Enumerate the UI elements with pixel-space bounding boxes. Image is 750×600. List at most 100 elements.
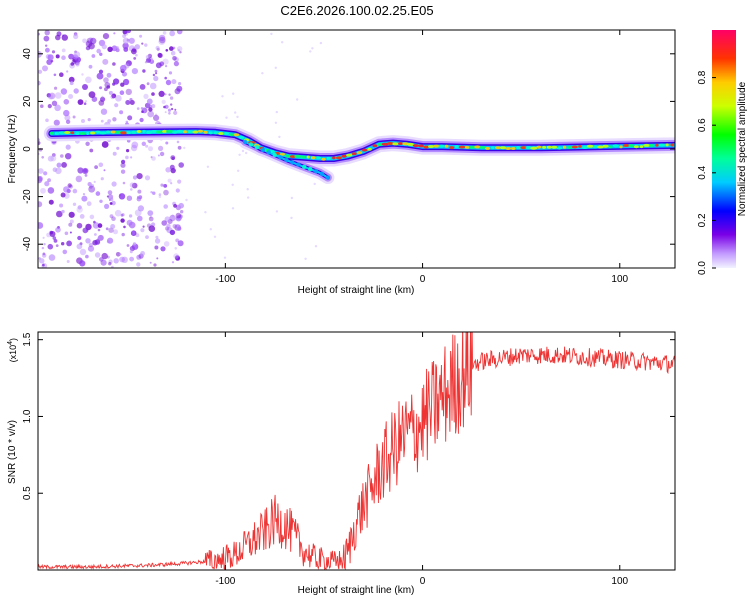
spectrogram-noise-speck xyxy=(122,42,129,49)
spectrogram-noise-speck xyxy=(127,115,133,121)
spectrogram-noise-speck xyxy=(103,169,106,172)
spectrogram-noise-speck xyxy=(81,195,88,202)
spectrogram-x-tick-label: -100 xyxy=(215,274,235,285)
spectrogram-ridge-peak xyxy=(655,143,659,147)
spectrogram-ridge-peak xyxy=(110,130,117,134)
spectrogram-noise-speck xyxy=(82,38,87,44)
spectrogram-noise-speck xyxy=(55,227,61,233)
spectrogram-branch-peak xyxy=(290,160,295,165)
spectrogram-noise-speck xyxy=(111,265,114,268)
spectrogram-noise-speck xyxy=(130,156,133,159)
spectrogram-noise-speck xyxy=(167,108,172,112)
spectrogram-noise-speck xyxy=(111,181,117,187)
spectrogram-noise-speck xyxy=(116,46,119,49)
spectrogram-branch-peak xyxy=(325,175,331,180)
spectrogram-noise-speck xyxy=(231,183,234,186)
spectrogram-noise-speck xyxy=(129,250,133,254)
spectrogram-ridge-peak xyxy=(597,145,604,149)
spectrogram-ridge-peak xyxy=(86,132,90,135)
spectrogram-noise-speck xyxy=(92,222,100,229)
spectrogram-ridge-peak xyxy=(398,142,403,145)
spectrogram-noise-speck xyxy=(72,188,78,194)
spectrogram-branch-peak xyxy=(278,155,283,160)
spectrogram-noise-speck xyxy=(68,222,73,227)
spectrogram-noise-speck xyxy=(107,237,114,244)
spectrogram-noise-speck xyxy=(245,151,248,155)
colorbar-tick-label: 0.6 xyxy=(697,118,708,132)
spectrogram-noise-speck xyxy=(122,181,126,185)
spectrogram-noise-speck xyxy=(172,56,177,61)
spectrogram-noise-speck xyxy=(231,207,235,210)
spectrogram-noise-speck xyxy=(169,96,174,100)
spectrogram-noise-speck xyxy=(122,30,128,35)
spectrogram-noise-speck xyxy=(183,146,186,150)
spectrogram-ridge-peak xyxy=(407,142,415,146)
spectrogram-noise-speck xyxy=(40,187,46,194)
colorbar-label: Normalized spectral amplitude xyxy=(737,81,748,216)
spectrogram-noise-speck xyxy=(60,192,66,198)
spectrogram-noise-speck xyxy=(47,178,51,183)
spectrogram-ridge-peak xyxy=(64,131,71,134)
spectrogram-noise-speck xyxy=(169,214,176,222)
spectrogram-noise-speck xyxy=(88,91,96,98)
spectrogram-ridge-peak xyxy=(49,131,54,135)
spectrogram-noise-speck xyxy=(174,108,177,111)
spectrogram-noise-speck xyxy=(139,34,143,38)
spectrogram-ridge-peak xyxy=(619,145,623,149)
spectrogram-noise-speck xyxy=(140,251,146,256)
spectrogram-noise-speck xyxy=(173,204,178,208)
spectrogram-noise-speck xyxy=(62,249,68,255)
spectrogram-ridge-peak xyxy=(658,143,666,147)
spectrogram-noise-speck xyxy=(69,219,74,224)
spectrogram-noise-speck xyxy=(42,252,46,256)
spectrogram-noise-speck xyxy=(112,82,116,86)
spectrogram-noise-speck xyxy=(100,108,108,115)
spectrogram-noise-speck xyxy=(125,88,132,96)
spectrogram-noise-speck xyxy=(129,182,135,188)
spectrogram-noise-speck xyxy=(142,69,146,73)
spectrogram-ridge-peak xyxy=(449,146,455,150)
spectrogram-noise-speck xyxy=(238,153,241,156)
spectrogram-noise-speck xyxy=(141,42,144,45)
snr-y-axis-label: SNR (10 * v/v) xyxy=(7,420,18,484)
spectrogram-noise-speck xyxy=(114,103,119,108)
spectrogram-ridge-peak xyxy=(310,156,316,160)
spectrogram-noise-speck xyxy=(98,86,102,90)
spectrogram-noise-speck xyxy=(97,234,104,241)
spectrogram-noise-speck xyxy=(131,231,136,235)
spectrogram-noise-speck xyxy=(63,99,70,105)
spectrogram-noise-speck xyxy=(140,107,144,110)
spectrogram-ridge-peak xyxy=(321,157,326,161)
spectrogram-ridge-peak xyxy=(628,144,634,148)
spectrogram-noise-speck xyxy=(164,76,167,80)
spectrogram-ridge-peak xyxy=(213,131,219,135)
spectrogram-ridge-peak xyxy=(203,130,208,134)
spectrogram-noise-speck xyxy=(141,141,146,146)
spectrogram-noise-speck xyxy=(125,155,129,160)
spectrogram-noise-speck xyxy=(171,79,177,85)
spectrogram-noise-speck xyxy=(173,110,178,115)
spectrogram-noise-speck xyxy=(116,146,120,150)
spectrogram-ridge-peak xyxy=(332,156,336,160)
spectrogram-noise-speck xyxy=(175,238,180,243)
spectrogram-noise-speck xyxy=(121,256,128,263)
spectrogram-noise-speck xyxy=(49,231,56,237)
spectrogram-noise-speck xyxy=(155,45,160,51)
spectrogram-noise-speck xyxy=(42,263,45,267)
spectrogram-noise-speck xyxy=(296,98,299,101)
spectrogram-noise-speck xyxy=(113,32,116,35)
spectrogram-branch-peak xyxy=(302,164,307,170)
spectrogram-noise-speck xyxy=(104,203,110,209)
spectrogram-ridge-peak xyxy=(520,146,527,150)
spectrogram-ridge-peak xyxy=(315,156,322,160)
spectrogram-noise-speck xyxy=(85,238,91,244)
spectrogram-noise-speck xyxy=(173,61,179,67)
spectrogram-ridge-peak xyxy=(444,144,449,148)
spectrogram-noise-speck xyxy=(147,110,154,118)
spectrogram-noise-speck xyxy=(160,246,166,252)
spectrogram-ridge-peak xyxy=(536,145,542,149)
spectrogram-noise-speck xyxy=(172,46,176,50)
spectrogram-noise-speck xyxy=(87,118,91,122)
spectrogram-noise-speck xyxy=(145,235,149,240)
spectrogram-noise-speck xyxy=(120,218,125,223)
